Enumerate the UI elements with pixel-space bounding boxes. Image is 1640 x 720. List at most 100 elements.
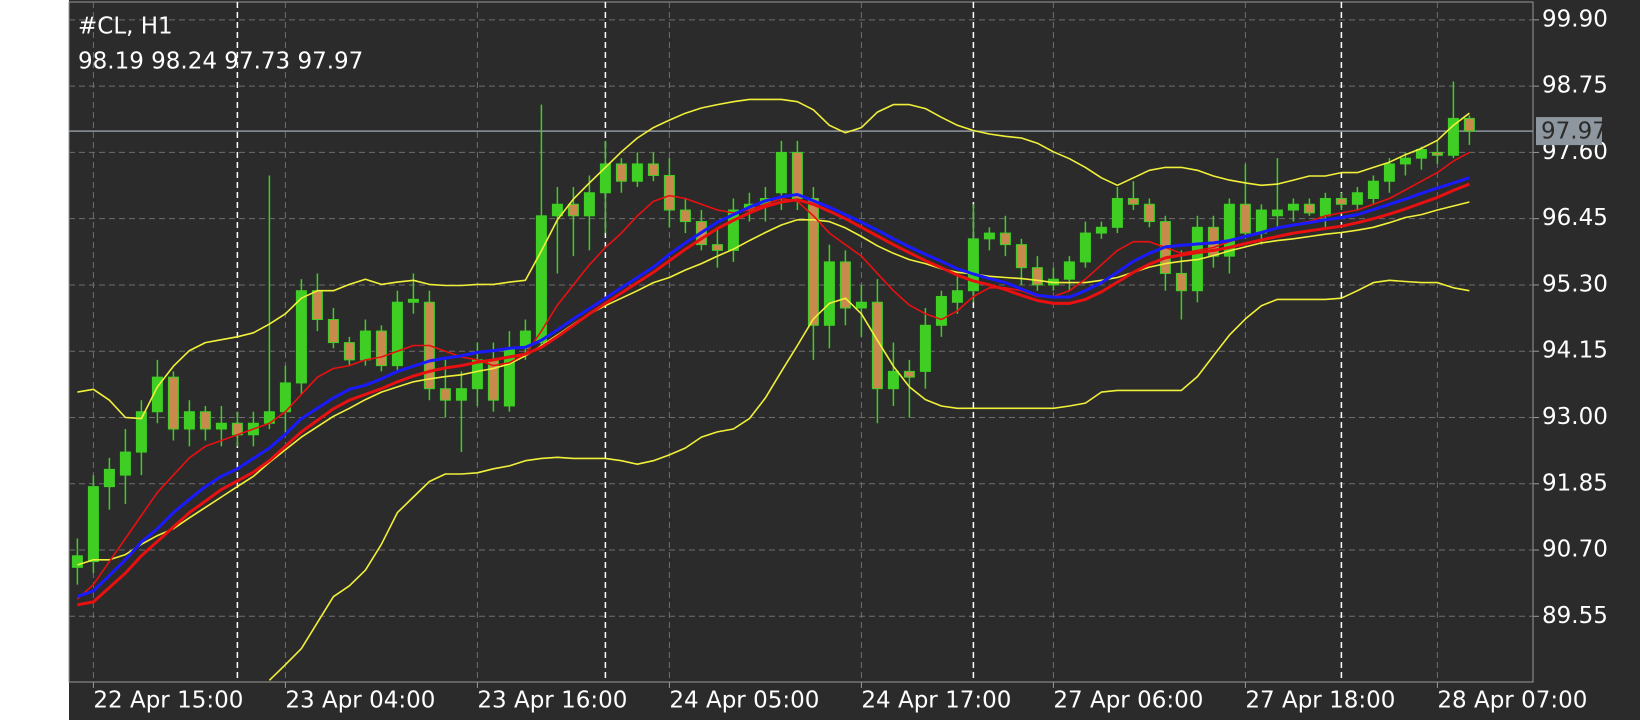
candle-body	[839, 261, 851, 309]
candle-body	[1031, 267, 1043, 286]
candle-body	[103, 468, 115, 488]
x-tick-label: 22 Apr 15:00	[93, 688, 243, 714]
candle-body	[1319, 198, 1331, 217]
candle-body	[343, 342, 355, 361]
candle-body	[1367, 180, 1379, 200]
candle-body	[999, 232, 1011, 246]
x-tick-label: 28 Apr 07:00	[1437, 688, 1587, 714]
y-tick-label: 95.30	[1542, 271, 1608, 297]
y-tick-label: 91.85	[1542, 470, 1608, 496]
y-tick-label: 96.45	[1542, 205, 1608, 231]
candle-body	[359, 330, 371, 361]
ohlc-text: 98.19 98.24 97.73 97.97	[78, 49, 363, 75]
candle-body	[631, 163, 643, 182]
candle-body	[183, 411, 195, 430]
candle-body	[151, 376, 163, 413]
candle-body	[1351, 192, 1363, 205]
candle-body	[791, 151, 803, 200]
candle-body	[855, 301, 867, 309]
candle-body	[1463, 117, 1475, 132]
plot-area	[69, 81, 1533, 681]
candle-body	[1431, 151, 1443, 156]
indicator-line	[268, 279, 1470, 681]
candle-body	[1255, 209, 1267, 234]
candle-body	[1399, 157, 1411, 165]
candle-body	[1079, 232, 1091, 263]
candle-body	[535, 215, 547, 344]
candle-body	[1175, 272, 1187, 292]
candle-body	[919, 324, 931, 372]
candle-body	[1415, 149, 1427, 159]
y-tick-label: 93.00	[1542, 404, 1608, 430]
candle-body	[87, 486, 99, 563]
candle-body	[663, 174, 675, 211]
candle-body	[903, 370, 915, 378]
x-tick-label: 27 Apr 06:00	[1053, 688, 1203, 714]
candle-body	[583, 192, 595, 217]
candle-body	[1335, 198, 1347, 205]
candle-body	[327, 319, 339, 344]
candle-body	[1095, 226, 1107, 234]
candle-body	[647, 163, 659, 176]
candle-body	[375, 330, 387, 367]
candle-body	[1015, 244, 1027, 269]
candle-body	[1223, 203, 1235, 257]
candle-body	[871, 301, 883, 390]
candle-body	[295, 290, 307, 384]
x-tick-label: 23 Apr 16:00	[477, 688, 627, 714]
candle-body	[983, 232, 995, 240]
current-price-box	[1536, 117, 1602, 146]
plot-layer	[69, 2, 1539, 688]
candle-body	[711, 244, 723, 251]
candle-body	[1239, 203, 1251, 234]
candle-body	[551, 203, 563, 217]
candle-body	[439, 388, 451, 401]
candle-body	[455, 388, 467, 401]
y-tick-label: 94.15	[1542, 338, 1608, 364]
candle-body	[887, 370, 899, 390]
indicator-line	[77, 201, 1470, 566]
candle-body	[599, 163, 611, 194]
candle-body	[167, 376, 179, 430]
candle-body	[567, 203, 579, 217]
candle-body	[407, 298, 419, 303]
candle-body	[727, 209, 739, 251]
indicator-line	[76, 176, 1470, 599]
candle-body	[807, 198, 819, 326]
x-tick-label: 27 Apr 18:00	[1245, 688, 1395, 714]
candle-body	[1383, 163, 1395, 182]
candle-body	[199, 411, 211, 430]
candle-body	[1287, 203, 1299, 211]
x-tick-label: 24 Apr 05:00	[669, 688, 819, 714]
current-price-label: 97.97	[1541, 119, 1607, 145]
candle-body	[1111, 198, 1123, 228]
candle-body	[679, 209, 691, 223]
candle-body	[951, 290, 963, 303]
candle-body	[775, 151, 787, 194]
chart-title: #CL, H1	[78, 14, 173, 40]
plot-border	[68, 1, 1534, 683]
y-tick-label: 89.55	[1542, 603, 1608, 629]
candle-body	[215, 422, 227, 430]
y-tick-label: 99.90	[1542, 6, 1608, 32]
candle-body	[391, 301, 403, 367]
candle-body	[615, 163, 627, 182]
candle-body	[1127, 198, 1139, 205]
candle-body	[823, 261, 835, 326]
candle-body	[935, 295, 947, 326]
candle-body	[1063, 261, 1075, 280]
candle-body	[135, 411, 147, 453]
candle-body	[1271, 209, 1283, 217]
y-tick-label: 98.75	[1542, 73, 1608, 99]
x-tick-label: 24 Apr 17:00	[861, 688, 1011, 714]
indicator-line	[77, 98, 1470, 420]
candle-body	[311, 290, 323, 321]
x-tick-label: 23 Apr 04:00	[285, 688, 435, 714]
indicator-line	[77, 182, 1470, 607]
candle-body	[967, 238, 979, 292]
candle-body	[71, 555, 83, 568]
candle-body	[1447, 117, 1459, 156]
y-tick-label: 90.70	[1542, 537, 1608, 563]
